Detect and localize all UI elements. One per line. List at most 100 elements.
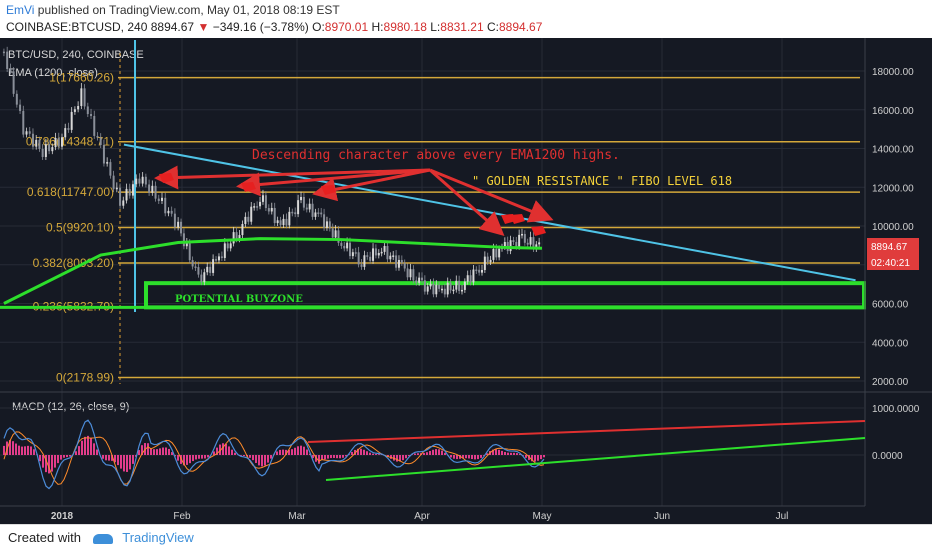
time-tick-label: May: [533, 511, 552, 522]
macd-histogram-bar: [195, 455, 197, 459]
macd-histogram-bar: [63, 455, 65, 458]
candle-body: [285, 219, 287, 225]
tradingview-logo-icon: [93, 534, 113, 544]
macd-histogram-bar: [54, 455, 56, 468]
macd-histogram-bar: [3, 446, 5, 455]
created-with-label: Created with: [8, 530, 81, 545]
candle-body: [90, 114, 92, 116]
ohlc-line: COINBASE:BTCUSD, 240 8894.67 ▼ −349.16 (…: [6, 20, 542, 34]
candle-body: [530, 237, 532, 244]
macd-histogram-bar: [150, 449, 152, 455]
candle-body: [418, 278, 420, 283]
macd-histogram-bar: [501, 451, 503, 455]
candle-body: [452, 290, 454, 292]
macd-histogram-bar: [426, 452, 428, 455]
candle-body: [538, 242, 540, 244]
macd-histogram-bar: [405, 455, 407, 458]
candle-body: [427, 286, 429, 291]
macd-histogram-bar: [468, 455, 470, 458]
price-tick-label: 16000.00: [872, 106, 914, 117]
candle-body: [495, 249, 497, 257]
candle-body: [212, 259, 214, 273]
macd-histogram-bar: [360, 449, 362, 455]
macd-histogram-bar: [432, 450, 434, 455]
candle-body: [38, 140, 40, 149]
candle-body: [309, 204, 311, 210]
macd-resistance-line[interactable]: [308, 421, 865, 442]
candle-body: [355, 252, 357, 254]
candle-body: [389, 256, 391, 260]
macd-histogram-bar: [453, 455, 455, 459]
candle-body: [444, 289, 446, 295]
candle-body: [432, 284, 434, 294]
candle-body: [64, 128, 66, 137]
macd-histogram-bar: [249, 455, 251, 458]
macd-histogram-bar: [126, 455, 128, 472]
candle-body: [317, 212, 319, 214]
candle-body: [26, 131, 28, 134]
candle-body: [218, 256, 220, 260]
candle-body: [268, 208, 270, 211]
publication-header: EmVi published on TradingView.com, May 0…: [0, 0, 932, 38]
macd-histogram-bar: [318, 455, 320, 464]
candle-body: [151, 186, 153, 193]
macd-histogram-bar: [252, 455, 254, 460]
macd-histogram-bar: [333, 455, 335, 458]
time-tick-label: Jul: [776, 511, 789, 522]
time-badge: 02:40:21: [871, 258, 910, 269]
author-link[interactable]: EmVi: [6, 3, 34, 17]
candle-body: [326, 221, 328, 227]
candle-body: [236, 232, 238, 239]
candle-body: [192, 260, 194, 266]
buyzone-label: POTENTIAL BUYZONE: [175, 294, 303, 305]
candle-body: [42, 149, 44, 157]
publish-info: EmVi published on TradingView.com, May 0…: [6, 3, 340, 17]
candle-body: [58, 138, 60, 147]
price-tick-label: 6000.00: [872, 300, 909, 311]
tradingview-brand[interactable]: TradingView: [122, 530, 194, 545]
time-tick-label: Mar: [288, 511, 306, 522]
macd-histogram-bar: [516, 453, 518, 455]
candle-body: [132, 184, 134, 195]
candle-body: [484, 257, 486, 270]
macd-histogram-bar: [243, 455, 245, 456]
candle-body: [96, 136, 98, 138]
price-tick-label: 4000.00: [872, 338, 909, 349]
candle-body: [320, 213, 322, 215]
macd-histogram-bar: [513, 453, 515, 455]
macd-histogram-bar: [504, 452, 506, 455]
macd-histogram-bar: [471, 455, 473, 459]
candle-body: [398, 260, 400, 268]
candle-body: [352, 252, 354, 256]
macd-histogram-bar: [300, 446, 302, 455]
candle-body: [148, 184, 150, 192]
candle-body: [265, 195, 267, 208]
candle-body: [470, 275, 472, 282]
macd-histogram-bar: [189, 455, 191, 463]
macd-histogram-bar: [336, 455, 338, 458]
candle-body: [384, 246, 386, 252]
chart-area[interactable]: BTC/USD, 240, COINBASE EMA (1200, close)…: [0, 38, 932, 524]
candle-body: [277, 220, 279, 223]
macd-histogram-bar: [201, 455, 203, 459]
candle-body: [253, 206, 255, 208]
candle-body: [478, 270, 480, 273]
fib-level-label: 0(2178.99): [56, 371, 114, 385]
candle-body: [274, 208, 276, 223]
macd-histogram-bar: [465, 455, 467, 458]
candle-body: [346, 243, 348, 249]
macd-histogram-bar: [231, 450, 233, 455]
candle-body: [167, 211, 169, 213]
fib-level-label: 0.618(11747.00): [27, 185, 114, 199]
candle-body: [369, 257, 371, 261]
candle-body: [349, 243, 351, 256]
macd-histogram-bar: [123, 455, 125, 471]
macd-histogram-bar: [18, 446, 20, 455]
macd-histogram-bar: [81, 441, 83, 455]
macd-histogram-bar: [108, 455, 110, 461]
close-label: C:: [487, 20, 499, 34]
macd-histogram-bar: [156, 449, 158, 455]
macd-histogram-bar: [225, 444, 227, 455]
candle-body: [475, 270, 477, 272]
macd-histogram-bar: [57, 455, 59, 463]
